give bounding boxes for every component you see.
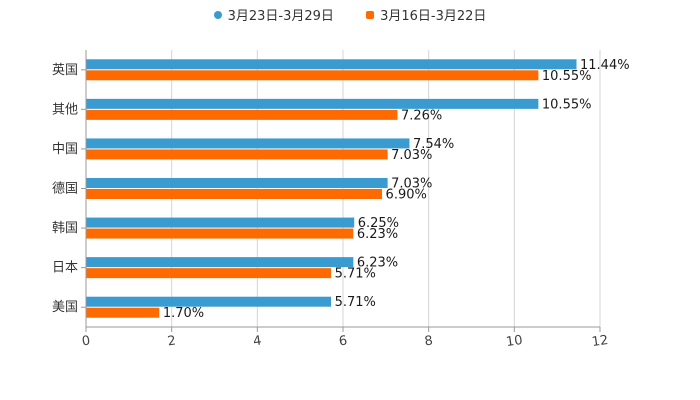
bar	[86, 228, 354, 239]
data-label: 7.03%	[391, 148, 432, 163]
x-tick-label: 6	[338, 333, 348, 349]
x-tick-label: 12	[591, 333, 609, 350]
bar	[86, 70, 539, 81]
y-category-label: 德国	[52, 182, 78, 197]
legend-item-series-2[interactable]: 3月16日-3月22日	[366, 5, 486, 24]
bar	[86, 59, 577, 70]
legend-label-series-1: 3月23日-3月29日	[227, 9, 334, 24]
data-label: 6.90%	[386, 188, 427, 203]
bar	[86, 189, 383, 199]
bar	[86, 109, 398, 120]
x-tick-label: 10	[505, 333, 523, 350]
y-category-label: 英国	[52, 63, 78, 78]
x-tick-label: 8	[424, 333, 434, 349]
bar	[86, 98, 539, 109]
data-label: 6.23%	[357, 227, 398, 242]
bar	[86, 296, 332, 307]
x-tick-label: 0	[81, 333, 91, 349]
bar	[86, 257, 354, 268]
data-label: 5.71%	[335, 267, 376, 282]
x-tick-label: 2	[167, 333, 177, 349]
data-label: 7.26%	[401, 108, 442, 123]
legend-marker-series-1	[213, 11, 222, 19]
bar	[86, 268, 332, 279]
data-label: 6.25%	[358, 216, 399, 231]
y-category-label: 其他	[52, 102, 78, 117]
data-label: 7.03%	[391, 177, 432, 192]
data-label: 5.71%	[335, 295, 376, 310]
data-label: 10.55%	[542, 97, 592, 112]
data-label: 11.44%	[580, 58, 630, 73]
legend-item-series-1[interactable]: 3月23日-3月29日	[213, 5, 334, 24]
data-label: 7.54%	[413, 137, 454, 152]
bar	[86, 178, 388, 188]
data-label: 1.70%	[163, 306, 204, 321]
x-tick-label: 4	[252, 333, 262, 349]
bar	[86, 217, 355, 228]
bar	[86, 307, 160, 318]
legend-marker-series-2	[366, 11, 375, 19]
y-category-label: 中国	[52, 142, 78, 157]
legend: 3月23日-3月29日 3月16日-3月22日	[0, 5, 700, 24]
y-category-label: 韩国	[52, 221, 78, 236]
bar	[86, 149, 388, 160]
y-category-label: 美国	[52, 300, 78, 315]
legend-label-series-2: 3月16日-3月22日	[380, 9, 487, 24]
data-label: 6.23%	[357, 256, 398, 271]
bar	[86, 138, 410, 149]
data-label: 10.55%	[542, 69, 592, 84]
y-category-label: 日本	[52, 261, 78, 276]
